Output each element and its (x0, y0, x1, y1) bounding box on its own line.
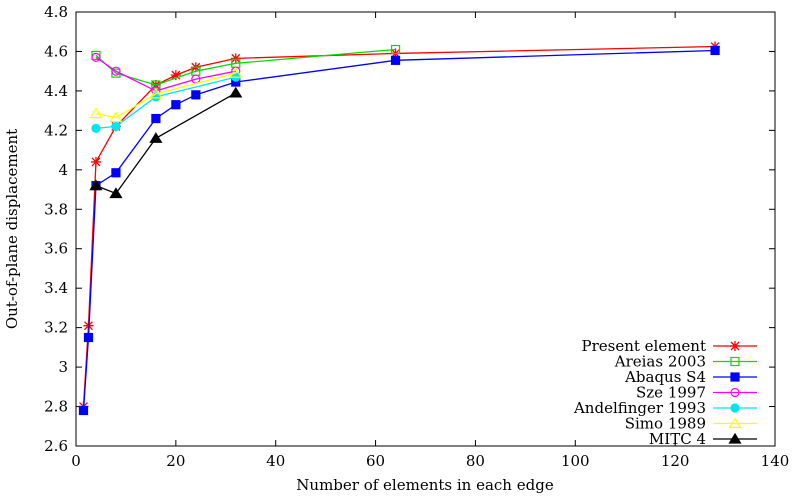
series-line (95, 92, 237, 195)
legend-label: Abaqus S4 (624, 368, 706, 386)
square-marker (111, 168, 121, 178)
x-tick-label: 60 (366, 452, 385, 470)
square-marker (730, 356, 740, 367)
y-tick-label: 2.6 (44, 437, 68, 455)
star-marker (730, 341, 740, 351)
square-marker (83, 332, 94, 343)
star-marker (170, 70, 181, 81)
x-tick-label: 140 (761, 452, 790, 470)
circle-marker (91, 52, 101, 62)
triangle-marker (728, 432, 742, 444)
legend-label: Areias 2003 (614, 353, 706, 371)
series-line (95, 76, 236, 130)
y-tick-label: 4.2 (44, 121, 68, 139)
legend-label: Present element (581, 337, 706, 355)
y-axis-label: Out-of-plane displacement (3, 129, 21, 329)
triangle-marker (109, 187, 123, 199)
square-marker (730, 372, 740, 382)
y-tick-label: 3.6 (44, 240, 68, 258)
series-mitc-4 (89, 86, 243, 199)
circle-marker (730, 387, 740, 398)
series-sze-1997 (91, 52, 241, 96)
y-tick-label: 3.4 (44, 279, 68, 297)
x-tick-label: 0 (71, 452, 81, 470)
circle-marker (91, 123, 101, 133)
triangle-marker (149, 87, 163, 99)
x-tick-label: 40 (266, 452, 285, 470)
plot-frame (75, 11, 776, 447)
triangle-marker (89, 179, 103, 191)
x-tick-label: 80 (466, 452, 485, 470)
circle-marker (111, 121, 121, 132)
triangle-marker (229, 67, 243, 78)
y-tick-label: 3 (58, 358, 68, 376)
y-tick-label: 3.2 (44, 319, 68, 337)
y-tick-label: 4.6 (44, 42, 68, 60)
triangle-marker (728, 417, 742, 429)
square-marker (710, 45, 720, 56)
circle-marker (111, 66, 121, 76)
legend-label: Simo 1989 (625, 415, 706, 433)
legend-label: Sze 1997 (636, 384, 706, 402)
triangle-marker (229, 86, 243, 98)
y-tick-label: 4 (58, 161, 68, 179)
series-line (95, 72, 236, 119)
square-marker (390, 44, 401, 55)
x-tick-label: 120 (661, 452, 690, 470)
legend-label: MITC 4 (649, 430, 706, 448)
x-tick-label: 100 (561, 452, 590, 470)
x-axis-label: Number of elements in each edge (296, 476, 554, 494)
square-marker (390, 55, 401, 65)
y-tick-label: 2.8 (44, 398, 68, 416)
triangle-marker (109, 111, 123, 123)
y-tick-label: 4.8 (44, 3, 68, 21)
series-simo-1989 (89, 67, 243, 123)
x-tick-label: 20 (166, 452, 185, 470)
legend-label: Andelfinger 1993 (573, 399, 706, 417)
square-marker (191, 90, 201, 100)
star-marker (90, 156, 101, 167)
y-tick-label: 3.8 (44, 200, 68, 218)
star-marker (230, 53, 241, 64)
triangle-marker (149, 132, 163, 143)
y-tick-label: 4.4 (44, 82, 68, 100)
square-marker (78, 405, 89, 416)
series-andelfinger-1993 (91, 72, 241, 133)
series-line (82, 49, 716, 411)
series-line (95, 56, 236, 92)
square-marker (151, 113, 161, 124)
circle-marker (730, 403, 740, 413)
triangle-marker (89, 107, 103, 119)
square-marker (171, 100, 181, 110)
